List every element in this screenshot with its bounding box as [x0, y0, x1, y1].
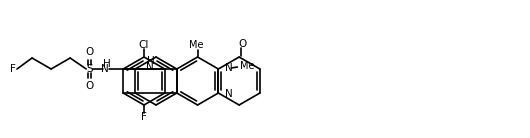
Text: Me: Me — [189, 40, 204, 50]
Text: F: F — [141, 112, 147, 122]
Text: H: H — [147, 56, 155, 66]
Text: N: N — [101, 64, 109, 74]
Text: O: O — [85, 81, 93, 91]
Text: O: O — [238, 39, 247, 49]
Text: N: N — [146, 62, 154, 72]
Text: N: N — [225, 89, 233, 99]
Text: F: F — [10, 64, 16, 74]
Text: Me: Me — [240, 61, 255, 71]
Text: N: N — [225, 63, 233, 73]
Text: Cl: Cl — [139, 40, 149, 50]
Text: S: S — [86, 64, 93, 74]
Text: H: H — [103, 59, 111, 69]
Text: O: O — [85, 47, 93, 57]
